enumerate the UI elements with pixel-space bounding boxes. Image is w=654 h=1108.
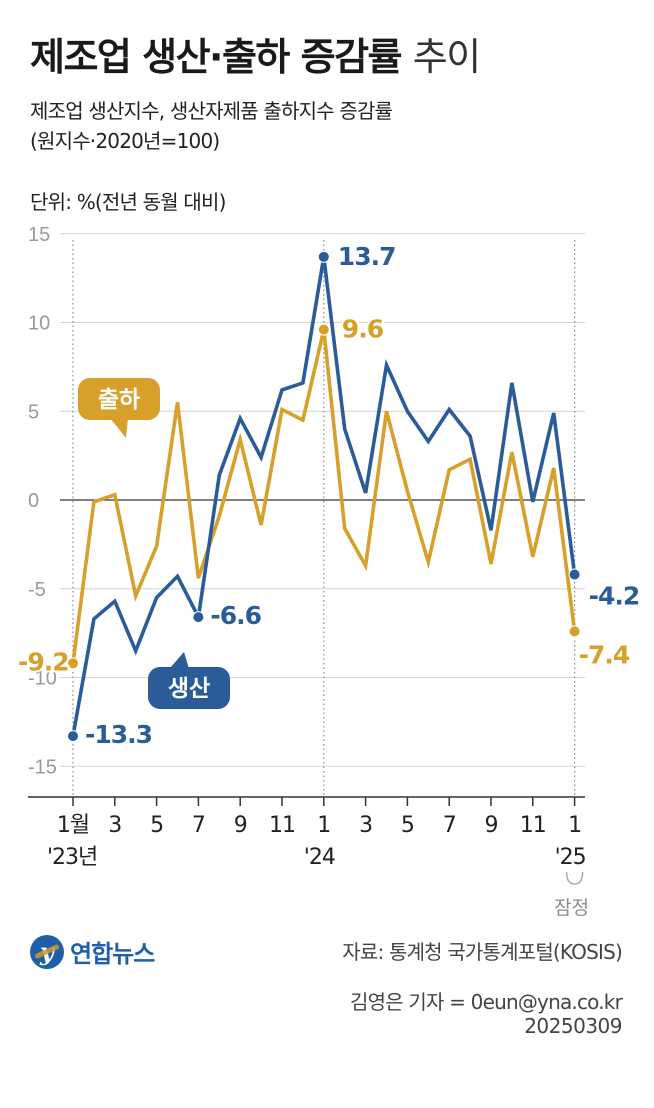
production-data-label: 13.7	[338, 242, 396, 271]
x-tick-label: 5	[401, 813, 414, 838]
shipment-legend-label: 출하	[98, 387, 140, 413]
x-tick-label: 9	[485, 813, 498, 838]
shipment-legend-box	[78, 378, 160, 420]
x-tick-label: 7	[192, 813, 205, 838]
preliminary-note: 잠정	[554, 897, 589, 919]
x-tick-label: 3	[359, 813, 372, 838]
x-tick-label: 5	[150, 813, 163, 838]
unit-label: 단위: %(전년 동월 대비)	[30, 190, 226, 214]
year-label: '24	[304, 845, 335, 870]
x-tick-label: 1	[568, 813, 581, 838]
shipment-data-label: -7.4	[579, 640, 630, 669]
yonhap-logo-icon: y	[30, 934, 64, 969]
shipment-legend-pointer	[110, 418, 128, 438]
shipment-data-label: -9.2	[18, 647, 69, 676]
shipment-point	[568, 625, 581, 638]
y-tick-label: 0	[28, 490, 39, 512]
yonhap-logo: y 연합뉴스	[30, 934, 155, 969]
production-legend-label: 생산	[168, 676, 210, 702]
title-light: 추이	[412, 35, 481, 79]
x-tick-label: 1월	[57, 813, 89, 838]
date-text: 20250309	[524, 1014, 622, 1038]
year-label: '23년	[47, 845, 97, 870]
x-tick-label: 1	[317, 813, 330, 838]
chart-title: 제조업 생산·출하 증감률 추이	[30, 26, 481, 81]
source-text: 자료: 통계청 국가통계포털(KOSIS)	[342, 940, 623, 964]
y-tick-label: 5	[28, 401, 39, 423]
y-tick-label: -15	[28, 756, 57, 778]
shipment-point	[317, 323, 330, 336]
subtitle-line-1: 제조업 생산지수, 생산자제품 출하지수 증감률	[30, 99, 393, 123]
shipment-data-label: 9.6	[342, 315, 384, 344]
y-tick-label: 15	[28, 224, 50, 246]
x-tick-label: 9	[234, 813, 247, 838]
production-data-label: -4.2	[589, 582, 640, 611]
production-point	[317, 250, 330, 263]
x-tick-label: 11	[520, 813, 546, 838]
chart-subtitle: 제조업 생산지수, 생산자제품 출하지수 증감률 (원지수·2020년=100)	[30, 96, 393, 156]
production-point	[192, 611, 205, 624]
y-tick-label: 10	[28, 313, 50, 335]
author-text: 김영은 기자 = 0eun@yna.co.kr	[350, 990, 623, 1014]
production-point	[568, 568, 581, 581]
production-data-label: -6.6	[210, 601, 261, 630]
y-tick-label: -10	[28, 668, 57, 690]
subtitle-line-2: (원지수·2020년=100)	[30, 129, 220, 153]
y-tick-label: -5	[28, 579, 46, 601]
preliminary-bracket	[565, 871, 584, 885]
x-tick-label: 3	[108, 813, 121, 838]
production-legend-box	[148, 667, 230, 709]
title-bold: 제조업 생산·출하 증감률	[30, 35, 403, 79]
x-tick-label: 7	[443, 813, 456, 838]
x-tick-label: 11	[269, 813, 295, 838]
year-label: '25	[555, 845, 586, 870]
yonhap-logo-text: 연합뉴스	[70, 940, 155, 968]
production-point	[67, 730, 79, 743]
production-data-label: -13.3	[85, 720, 152, 749]
shipment-point	[67, 657, 79, 670]
